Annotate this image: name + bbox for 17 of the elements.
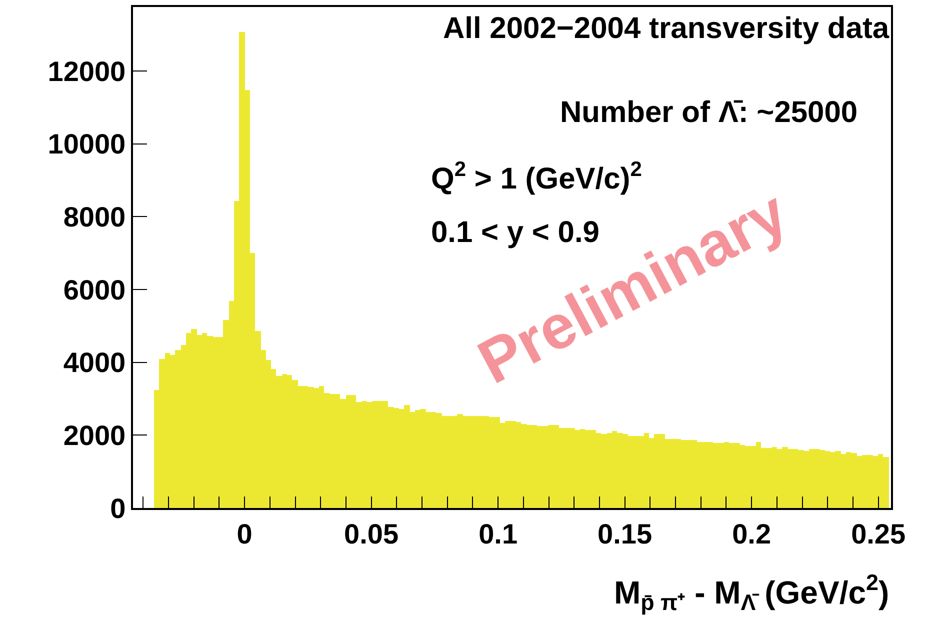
y-tick-label: 10000 xyxy=(48,128,126,160)
y-tick-label: 4000 xyxy=(63,347,126,378)
x-axis-title: M$_{p̄ π⁺}$ - M$_{Λ̄}$ (GeV/c$^{2}$) xyxy=(614,570,890,616)
chart-title: All 2002−2004 transversity data xyxy=(443,12,890,45)
x-tick-label: 0.2 xyxy=(732,518,772,550)
y-tick-label: 8000 xyxy=(63,202,126,233)
x-tick-label: 0.05 xyxy=(344,518,399,550)
annotation: Q$^{2}$ > 1 (GeV/c)$^{2}$ xyxy=(431,158,642,196)
x-tick-label: 0 xyxy=(236,518,252,550)
annotation: Number of Λ̄: ~25000 xyxy=(560,96,858,129)
y-tick-label: 0 xyxy=(110,492,126,524)
x-tick-label: 0.15 xyxy=(598,518,652,550)
y-tick-label: 6000 xyxy=(63,274,126,306)
x-tick-label: 0.25 xyxy=(851,518,906,550)
x-tick-label: 0.1 xyxy=(478,518,518,550)
y-tick-label: 12000 xyxy=(48,56,126,87)
y-tick-label: 2000 xyxy=(63,420,126,451)
